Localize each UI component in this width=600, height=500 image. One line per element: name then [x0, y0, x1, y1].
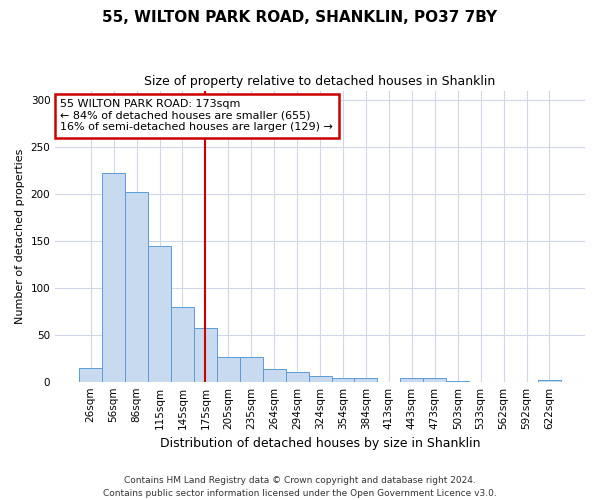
Bar	[423, 378, 446, 382]
Bar	[79, 368, 102, 382]
Text: 55, WILTON PARK ROAD, SHANKLIN, PO37 7BY: 55, WILTON PARK ROAD, SHANKLIN, PO37 7BY	[103, 10, 497, 25]
Bar	[102, 173, 125, 382]
Bar	[148, 246, 171, 382]
Bar	[400, 378, 423, 382]
Bar	[194, 328, 217, 382]
Text: 55 WILTON PARK ROAD: 173sqm
← 84% of detached houses are smaller (655)
16% of se: 55 WILTON PARK ROAD: 173sqm ← 84% of det…	[61, 100, 334, 132]
Bar	[332, 378, 355, 382]
Bar	[240, 358, 263, 382]
Bar	[263, 370, 286, 382]
Bar	[355, 378, 377, 382]
Bar	[125, 192, 148, 382]
X-axis label: Distribution of detached houses by size in Shanklin: Distribution of detached houses by size …	[160, 437, 481, 450]
Bar	[538, 380, 561, 382]
Y-axis label: Number of detached properties: Number of detached properties	[15, 148, 25, 324]
Bar	[446, 380, 469, 382]
Text: Contains HM Land Registry data © Crown copyright and database right 2024.
Contai: Contains HM Land Registry data © Crown c…	[103, 476, 497, 498]
Bar	[308, 376, 332, 382]
Title: Size of property relative to detached houses in Shanklin: Size of property relative to detached ho…	[145, 75, 496, 88]
Bar	[171, 306, 194, 382]
Bar	[217, 358, 240, 382]
Bar	[286, 372, 308, 382]
